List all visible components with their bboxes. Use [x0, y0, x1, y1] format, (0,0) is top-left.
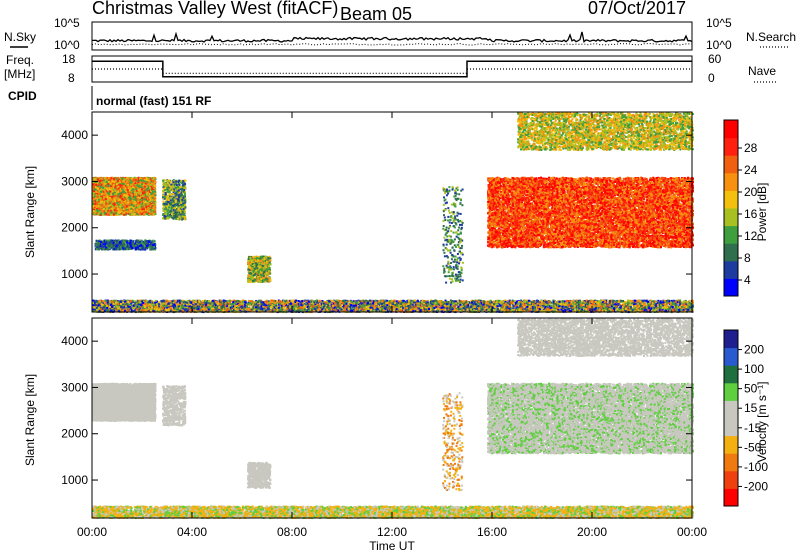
- freq-unit-label: [MHz]: [4, 67, 35, 81]
- cpid-label: CPID: [8, 89, 37, 103]
- nsky-line: [92, 32, 692, 42]
- nsky-label: N.Sky: [4, 30, 36, 44]
- date-label: 07/Oct/2017: [588, 0, 686, 18]
- nsearch-line: [92, 44, 692, 46]
- freq-label: Freq.: [6, 53, 34, 67]
- plot-title: Christmas Valley West (fitACF): [92, 0, 338, 18]
- freq-tick-bottom: 8: [68, 71, 75, 85]
- nave-line: [92, 69, 692, 73]
- rti-plot: Christmas Valley West (fitACF) Beam 05 0…: [0, 0, 800, 554]
- freq-tick-top: 18: [62, 52, 76, 66]
- nave-label: Nave: [748, 64, 776, 78]
- rti-figure: Christmas Valley West (fitACF) Beam 05 0…: [0, 0, 800, 554]
- nsearch-tick-bottom: 10^0: [706, 38, 732, 52]
- nsky-panel: [92, 22, 692, 50]
- nsearch-tick-top: 10^5: [706, 16, 732, 30]
- nsky-tick-bottom: 10^0: [54, 38, 80, 52]
- nave-tick-top: 60: [708, 52, 722, 66]
- nsky-tick-top: 10^5: [54, 16, 80, 30]
- beam-label: Beam 05: [340, 4, 412, 24]
- nsearch-label: N.Search: [746, 30, 796, 44]
- cpid-text: normal (fast) 151 RF: [96, 94, 211, 108]
- nave-tick-bottom: 0: [708, 71, 715, 85]
